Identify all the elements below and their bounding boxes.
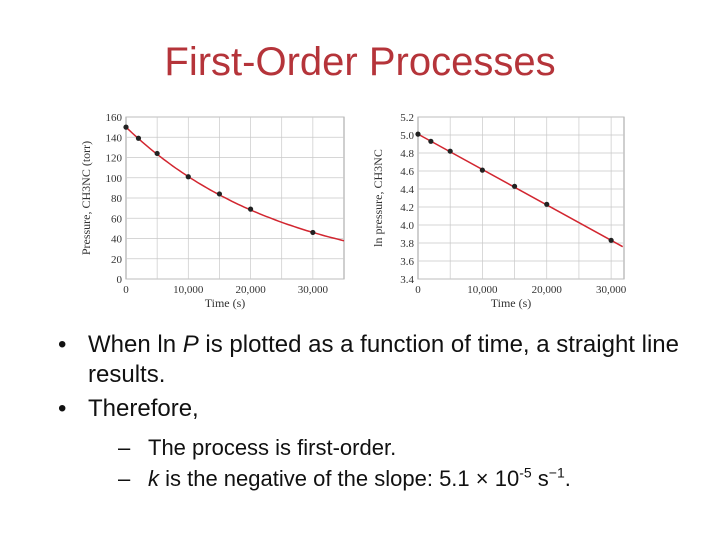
x-tick-label: 10,000	[467, 284, 498, 296]
y-tick-label: 4.2	[400, 202, 414, 214]
x-tick-label: 20,000	[532, 284, 563, 296]
sub-bullet-item: – The process is first-order.	[118, 432, 698, 463]
sub-bullet-marker: –	[118, 435, 131, 460]
x-tick-label: 20,000	[235, 284, 266, 296]
sub-bullet-list: – The process is first-order. – k is the n…	[58, 432, 698, 494]
data-point	[123, 124, 129, 130]
plot-area	[417, 116, 625, 280]
times-symbol: ×	[475, 466, 489, 491]
data-point	[608, 237, 614, 243]
y-tick-label: 4.4	[400, 184, 414, 196]
x-axis-label: Time (s)	[491, 296, 532, 310]
sub-bullet-text: The process is first-order.	[148, 435, 397, 460]
data-point	[447, 148, 453, 154]
data-point	[154, 150, 160, 157]
y-tick-label: 0	[117, 274, 123, 286]
y-tick-label: 100	[106, 173, 123, 185]
y-tick-label: 140	[106, 132, 123, 144]
bullet-marker: •	[58, 395, 67, 422]
y-tick-label: 4.6	[400, 166, 414, 178]
y-tick-label: 5.0	[400, 130, 414, 142]
data-curve	[125, 126, 345, 242]
x-tick-label: 0	[415, 284, 421, 296]
unit-exponent: −1	[548, 464, 565, 481]
x-tick-label: 30,000	[298, 284, 329, 296]
y-tick-label: 120	[106, 153, 123, 165]
bullet-item: • Therefore,	[58, 394, 698, 424]
x-tick-label: 30,000	[596, 284, 627, 296]
bullet-item: • When ln P is plotted as a function of t…	[58, 330, 698, 390]
power-exponent: -5	[519, 464, 532, 481]
bullet-marker: •	[58, 331, 67, 358]
x-axis-label: Time (s)	[205, 296, 246, 310]
data-point	[247, 206, 254, 212]
power-base: 10	[488, 466, 520, 491]
rate-constant-symbol: k	[148, 466, 159, 491]
pressure-symbol: P	[182, 331, 199, 358]
data-point	[185, 174, 191, 180]
bullet-list: • When ln P is plotted as a function of t…	[58, 330, 698, 494]
data-point	[415, 131, 421, 137]
x-tick-label: 0	[123, 284, 129, 296]
sub-bullet-text: is the negative of the slope: 5.1	[159, 466, 476, 491]
y-tick-label: 40	[111, 234, 123, 246]
y-tick-label: 160	[106, 112, 123, 124]
data-point	[544, 201, 550, 207]
slide-title: First-Order Processes	[164, 40, 556, 84]
pressure-vs-time-chart: 0 20 40 60 80 100 120 140 160 0 10,000 20,000 30,000…	[79, 112, 345, 310]
period-text: .	[564, 466, 571, 491]
y-tick-label: 4.0	[400, 220, 414, 232]
data-point	[310, 229, 316, 236]
bullet-text: is plotted as a function of time, a stra…	[88, 331, 679, 388]
data-point	[216, 191, 223, 197]
x-tick-label: 10,000	[173, 284, 204, 296]
y-tick-label: 5.2	[400, 112, 414, 124]
y-tick-label: 3.4	[400, 274, 414, 286]
y-tick-label: 3.8	[400, 238, 414, 250]
ln-pressure-vs-time-chart: 3.4 3.6 3.8 4.0 4.2 4.4 4.6 4.8 5.0 5.2 0 10,000 20,…	[371, 112, 627, 310]
bullet-text: Therefore,	[88, 395, 199, 422]
y-axis-label: ln pressure, CH3NC	[371, 149, 385, 247]
sub-bullet-item: – k is the negative of the slope: 5.1 × 1…	[118, 463, 698, 494]
unit-text: s	[531, 466, 549, 491]
y-tick-label: 4.8	[400, 148, 414, 160]
bullet-text: When ln	[88, 331, 183, 358]
sub-bullet-marker: –	[118, 466, 131, 491]
y-tick-label: 3.6	[400, 256, 414, 268]
data-point	[479, 167, 485, 173]
y-tick-label: 20	[111, 254, 123, 266]
y-tick-label: 60	[111, 213, 123, 225]
data-point	[135, 135, 142, 141]
y-tick-label: 80	[111, 193, 123, 205]
data-point	[428, 138, 434, 144]
y-axis-label: Pressure, CH3NC (torr)	[79, 141, 93, 255]
data-point	[511, 183, 518, 189]
